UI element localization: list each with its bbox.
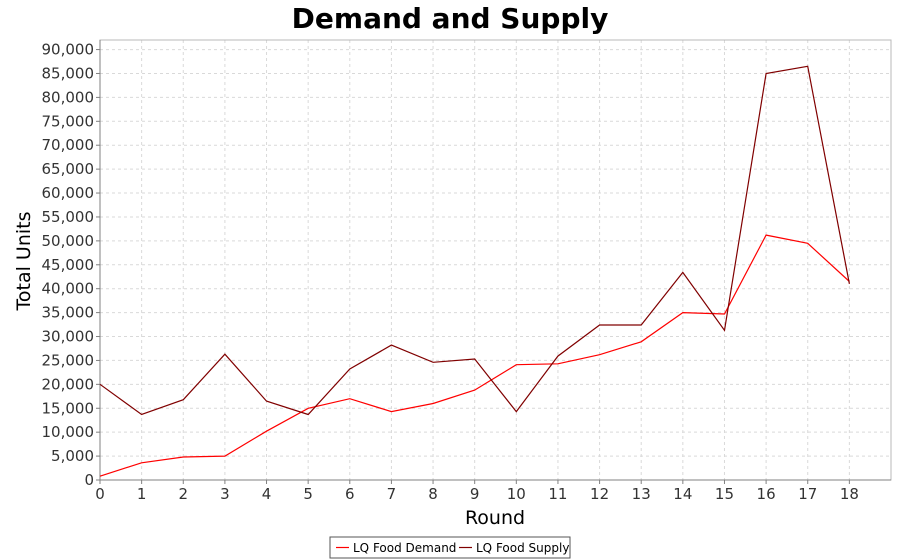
y-tick-label: 5,000 xyxy=(51,447,94,465)
y-tick-label: 20,000 xyxy=(42,375,95,393)
y-axis-label: Total Units xyxy=(13,212,35,312)
y-tick-label: 45,000 xyxy=(42,256,95,274)
x-tick-label: 11 xyxy=(548,485,567,503)
y-tick-label: 10,000 xyxy=(42,423,95,441)
series-line-supply xyxy=(99,65,850,416)
plot-area xyxy=(99,39,892,481)
y-tick-label: 15,000 xyxy=(42,399,95,417)
x-tick-label: 8 xyxy=(428,485,438,503)
x-tick-label: 4 xyxy=(262,485,272,503)
y-tick-label: 60,000 xyxy=(42,184,95,202)
x-tick-label: 3 xyxy=(220,485,230,503)
legend: LQ Food Demand LQ Food Supply xyxy=(329,536,571,559)
x-tick-label: 9 xyxy=(470,485,480,503)
x-tick-label: 10 xyxy=(507,485,526,503)
x-tick-label: 15 xyxy=(715,485,734,503)
x-tick-label: 13 xyxy=(632,485,651,503)
y-tick-label: 75,000 xyxy=(42,112,95,130)
series-lines xyxy=(99,65,850,477)
y-tick-label: 35,000 xyxy=(42,304,95,322)
legend-box xyxy=(329,536,571,559)
x-tick-label: 7 xyxy=(387,485,397,503)
y-tick-label: 0 xyxy=(84,471,94,489)
x-tick-label: 0 xyxy=(95,485,105,503)
x-axis-label: Round xyxy=(465,507,525,529)
x-tick-label: 2 xyxy=(178,485,188,503)
grid-lines xyxy=(100,40,891,480)
series-line-demand xyxy=(99,234,850,477)
y-tick-label: 30,000 xyxy=(42,328,95,346)
y-tick-label: 90,000 xyxy=(42,41,95,59)
legend-label-demand: LQ Food Demand xyxy=(353,541,456,555)
y-tick-label: 25,000 xyxy=(42,351,95,369)
x-tick-label: 17 xyxy=(798,485,817,503)
y-tick-label: 85,000 xyxy=(42,64,95,82)
chart-title: Demand and Supply xyxy=(291,2,609,35)
legend-label-supply: LQ Food Supply xyxy=(476,541,569,555)
y-tick-label: 65,000 xyxy=(42,160,95,178)
y-tick-label: 50,000 xyxy=(42,232,95,250)
x-tick-label: 1 xyxy=(137,485,147,503)
x-tick-label: 14 xyxy=(673,485,692,503)
x-tick-label: 6 xyxy=(345,485,355,503)
x-tick-label: 12 xyxy=(590,485,609,503)
y-tick-label: 80,000 xyxy=(42,88,95,106)
x-tick-label: 18 xyxy=(840,485,859,503)
y-tick-label: 70,000 xyxy=(42,136,95,154)
y-tick-label: 55,000 xyxy=(42,208,95,226)
y-tick-label: 40,000 xyxy=(42,280,95,298)
axes: 0 5,000 10,000 15,000 20,000 25,000 30,000 35,0… xyxy=(42,40,891,503)
x-tick-label: 5 xyxy=(303,485,313,503)
x-tick-label: 16 xyxy=(757,485,776,503)
